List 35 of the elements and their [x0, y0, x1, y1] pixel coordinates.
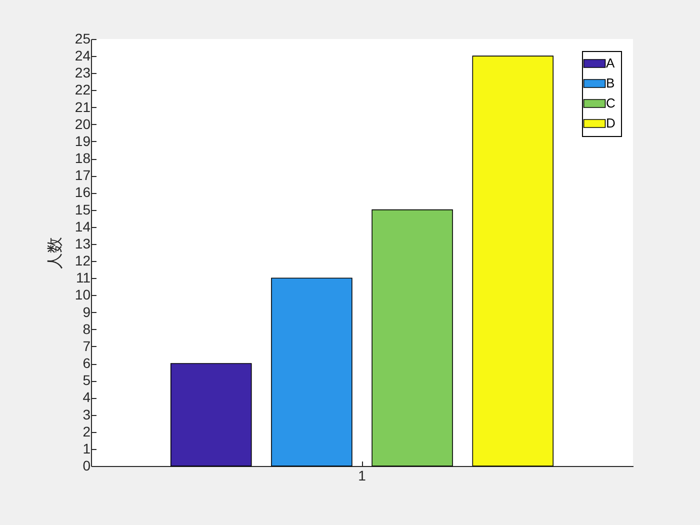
y-tick-label: 16	[74, 184, 91, 200]
y-tick-label: 13	[74, 235, 91, 252]
legend-label: C	[606, 96, 616, 110]
legend-label: A	[606, 56, 615, 70]
y-tick-label: 10	[74, 286, 91, 303]
y-tick-label: 0	[82, 458, 91, 474]
y-tick-label: 1	[82, 440, 91, 456]
y-tick-label: 14	[74, 218, 91, 234]
y-tick-label: 3	[82, 406, 91, 422]
legend-label: B	[606, 76, 615, 90]
y-tick-label: 25	[74, 30, 91, 46]
y-tick-label: 4	[82, 389, 91, 406]
y-tick-label: 22	[74, 82, 91, 98]
bar	[372, 209, 453, 466]
y-tick-label: 8	[82, 320, 91, 337]
y-tick-label: 7	[82, 338, 91, 354]
y-tick-label: 5	[82, 372, 91, 388]
y-tick-label: 17	[74, 167, 91, 184]
y-axis-title: 人数	[46, 237, 64, 269]
y-tick-label: 9	[82, 304, 91, 320]
y-tick-label: 6	[82, 355, 91, 372]
y-tick-label: 12	[74, 252, 91, 269]
bar	[170, 363, 252, 466]
y-tick-label: 11	[76, 270, 91, 286]
y-tick-label: 24	[74, 48, 91, 64]
bar	[472, 56, 554, 466]
y-tick-label: 23	[74, 64, 91, 81]
y-tick-label: 15	[74, 201, 91, 218]
y-tick-label: 20	[74, 116, 91, 132]
y-tick-label: 21	[74, 98, 91, 115]
bar	[271, 278, 352, 466]
y-tick-label: 19	[74, 132, 91, 149]
y-tick-label: 18	[74, 150, 91, 166]
y-tick-label: 2	[82, 423, 91, 440]
legend-label: D	[606, 116, 616, 130]
